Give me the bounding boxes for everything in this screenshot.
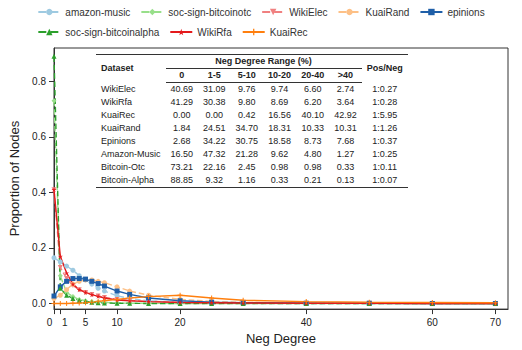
html-text:5-10: 5-10 — [237, 70, 256, 80]
svg-text:0.4: 0.4 — [32, 187, 46, 198]
svg-text:0.6: 0.6 — [32, 131, 46, 142]
html-text:0.00: 0.00 — [173, 110, 191, 120]
html-text:KuaiRec: KuaiRec — [101, 110, 135, 120]
html-text:0.13: 0.13 — [336, 175, 355, 185]
html-text:0.33: 0.33 — [336, 162, 355, 172]
html-text:2.74: 2.74 — [336, 84, 355, 94]
html-text:6.20: 6.20 — [303, 97, 322, 107]
html-text:6.60: 6.60 — [303, 84, 322, 94]
html-text:10.33: 10.33 — [301, 123, 324, 133]
html-text:KuaiRand: KuaiRand — [101, 123, 141, 133]
html-text:31.09: 31.09 — [203, 84, 226, 94]
html-text:40.69: 40.69 — [170, 84, 193, 94]
html-text:30.75: 30.75 — [235, 136, 259, 146]
html-text:1:0.25: 1:0.25 — [372, 149, 398, 159]
html-text:20-40: 20-40 — [301, 70, 325, 80]
svg-text:soc-sign-bitcoinotc: soc-sign-bitcoinotc — [168, 7, 251, 18]
svg-text:Proportion of Nodes: Proportion of Nodes — [7, 120, 22, 236]
svg-text:0.8: 0.8 — [32, 76, 46, 87]
html-text:Amazon-Music: Amazon-Music — [101, 149, 161, 159]
html-text:9.62: 9.62 — [270, 149, 289, 159]
html-text:24.51: 24.51 — [203, 123, 226, 133]
html-text:8.73: 8.73 — [303, 136, 322, 146]
html-text:1.84: 1.84 — [173, 123, 191, 133]
html-text:1:0.27: 1:0.27 — [372, 83, 398, 94]
svg-text:20: 20 — [175, 317, 187, 328]
svg-text:KuaiRec: KuaiRec — [270, 27, 308, 38]
html-text:1:0.28: 1:0.28 — [372, 97, 398, 107]
svg-text:5: 5 — [83, 317, 89, 328]
html-text:Pos/Neg: Pos/Neg — [366, 63, 403, 74]
html-text:8.69: 8.69 — [270, 97, 289, 107]
svg-text:70: 70 — [490, 317, 502, 328]
html-text:Dataset: Dataset — [101, 63, 134, 74]
html-text:40.10: 40.10 — [301, 110, 324, 120]
html-text:21.28: 21.28 — [235, 149, 259, 159]
svg-text:1: 1 — [62, 317, 68, 328]
html-text:1:0.07: 1:0.07 — [372, 175, 398, 185]
html-text:1-5: 1-5 — [207, 70, 221, 80]
svg-text:amazon-music: amazon-music — [65, 7, 130, 18]
html-text:30.38: 30.38 — [203, 97, 226, 107]
html-text:3.64: 3.64 — [336, 97, 355, 107]
html-text:Bitcoin-Otc: Bitcoin-Otc — [101, 162, 145, 172]
html-text:34.70: 34.70 — [235, 123, 259, 133]
html-text:2.45: 2.45 — [238, 162, 256, 172]
html-text:0.42: 0.42 — [238, 110, 256, 120]
svg-text:WikiRfa: WikiRfa — [197, 27, 232, 38]
html-text:0.00: 0.00 — [205, 110, 224, 120]
html-text:34.22: 34.22 — [203, 136, 226, 146]
html-text:1.27: 1.27 — [336, 149, 355, 159]
html-text:>40: >40 — [337, 70, 354, 80]
html-text:22.16: 22.16 — [203, 162, 226, 172]
html-text:41.29: 41.29 — [170, 97, 193, 107]
html-text:WikiElec: WikiElec — [101, 83, 136, 94]
html-text:Bitcoin-Alpha: Bitcoin-Alpha — [101, 175, 154, 185]
html-text:9.74: 9.74 — [270, 84, 289, 94]
html-text:1.16: 1.16 — [238, 175, 256, 185]
svg-text:soc-sign-bitcoinalpha: soc-sign-bitcoinalpha — [65, 27, 159, 38]
html-text:16.50: 16.50 — [170, 149, 193, 159]
html-text:1:1.26: 1:1.26 — [372, 123, 398, 133]
html-text:7.68: 7.68 — [336, 136, 355, 146]
html-text:88.85: 88.85 — [170, 175, 193, 185]
svg-text:60: 60 — [427, 317, 439, 328]
html-text:WikiRfa: WikiRfa — [101, 97, 132, 107]
svg-text:40: 40 — [301, 317, 313, 328]
html-text:9.32: 9.32 — [205, 175, 224, 185]
html-text:9.76: 9.76 — [238, 84, 256, 94]
svg-text:epinions: epinions — [447, 7, 484, 18]
html-text:47.32: 47.32 — [203, 149, 226, 159]
svg-text:0.2: 0.2 — [32, 242, 46, 253]
svg-text:10: 10 — [111, 317, 123, 328]
html-text:0.98: 0.98 — [270, 162, 289, 172]
html-text:10.31: 10.31 — [334, 123, 357, 133]
html-text:16.56: 16.56 — [268, 110, 291, 120]
html-text:18.31: 18.31 — [268, 123, 291, 133]
html-text:Epinions: Epinions — [101, 136, 136, 146]
svg-text:WikiElec: WikiElec — [289, 7, 327, 18]
html-text:Neg Degree Range (%): Neg Degree Range (%) — [215, 56, 312, 66]
html-text:0.98: 0.98 — [303, 162, 322, 172]
html-text:2.68: 2.68 — [173, 136, 191, 146]
html-text:9.80: 9.80 — [238, 97, 256, 107]
svg-text:KuaiRand: KuaiRand — [365, 7, 409, 18]
html-text:1:5.95: 1:5.95 — [372, 110, 398, 120]
html-text:0.33: 0.33 — [270, 175, 289, 185]
html-text:4.80: 4.80 — [303, 149, 322, 159]
html-text:18.58: 18.58 — [268, 136, 291, 146]
html-text:1:0.37: 1:0.37 — [372, 136, 398, 146]
html-text:73.21: 73.21 — [170, 162, 193, 172]
html-text:10-20: 10-20 — [268, 70, 292, 80]
html-text:0: 0 — [179, 70, 185, 80]
html-text:42.92: 42.92 — [334, 110, 357, 120]
svg-text:0: 0 — [47, 317, 53, 328]
svg-text:0.0: 0.0 — [32, 298, 46, 309]
html-text:1:0.11: 1:0.11 — [372, 162, 397, 172]
html-text:0.21: 0.21 — [303, 175, 322, 185]
svg-text:Neg Degree: Neg Degree — [246, 331, 316, 346]
